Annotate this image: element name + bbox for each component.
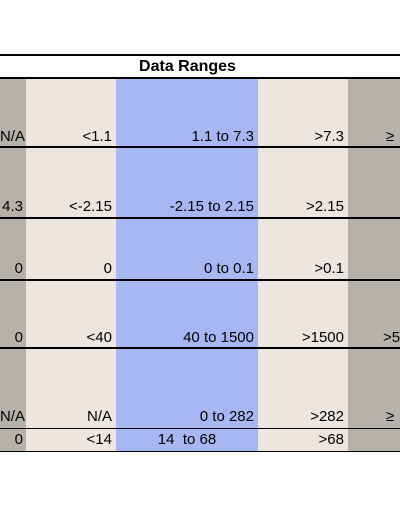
cell-col-d: >282 xyxy=(310,408,344,425)
cell-col-a: 4.3 xyxy=(2,198,23,215)
column-c-background xyxy=(116,78,258,452)
cell-col-d: >7.3 xyxy=(314,128,344,145)
cell-col-a: N/A xyxy=(0,408,26,425)
row-divider xyxy=(0,146,400,148)
cell-col-c: 1.1 to 7.3 xyxy=(191,128,254,145)
cell-col-a: 0 xyxy=(14,260,23,277)
cell-col-c: 40 to 1500 xyxy=(183,329,254,346)
row-divider xyxy=(0,428,400,429)
cell-col-c: 0 to 282 xyxy=(199,408,254,425)
column-d-background xyxy=(258,78,348,452)
cell-col-e: ≥ xyxy=(386,128,395,145)
row-divider xyxy=(0,279,400,281)
cell-col-d: >1500 xyxy=(301,329,344,346)
column-e-background xyxy=(348,78,400,452)
row-divider xyxy=(0,347,400,349)
table-title: Data Ranges xyxy=(139,58,236,75)
cell-col-d: >0.1 xyxy=(314,260,344,277)
cell-col-c: -2.15 to 2.15 xyxy=(169,198,254,215)
cell-col-b: N/A xyxy=(86,408,112,425)
row-divider xyxy=(0,451,400,452)
row-divider xyxy=(0,77,400,79)
cell-col-b: <14 xyxy=(86,431,112,448)
cell-col-a: 0 xyxy=(14,329,23,346)
title-row: Data Ranges xyxy=(0,54,400,80)
cell-col-d: >2.15 xyxy=(306,198,344,215)
row-divider xyxy=(0,217,400,219)
cell-col-c: 14 to 68 xyxy=(157,431,217,448)
cell-col-e: ≥ xyxy=(386,408,395,425)
cell-col-c: 0 to 0.1 xyxy=(203,260,254,277)
cell-col-d: >68 xyxy=(318,431,344,448)
column-b-background xyxy=(26,78,116,452)
cell-col-b: 0 xyxy=(103,260,112,277)
cell-col-a: 0 xyxy=(14,431,23,448)
cell-col-b: <1.1 xyxy=(82,128,112,145)
cell-col-b: <40 xyxy=(86,329,112,346)
cell-col-a: N/A xyxy=(0,128,26,145)
column-a-background xyxy=(0,78,26,452)
cell-col-b: <-2.15 xyxy=(69,198,112,215)
cell-col-e: >5 xyxy=(383,329,400,346)
